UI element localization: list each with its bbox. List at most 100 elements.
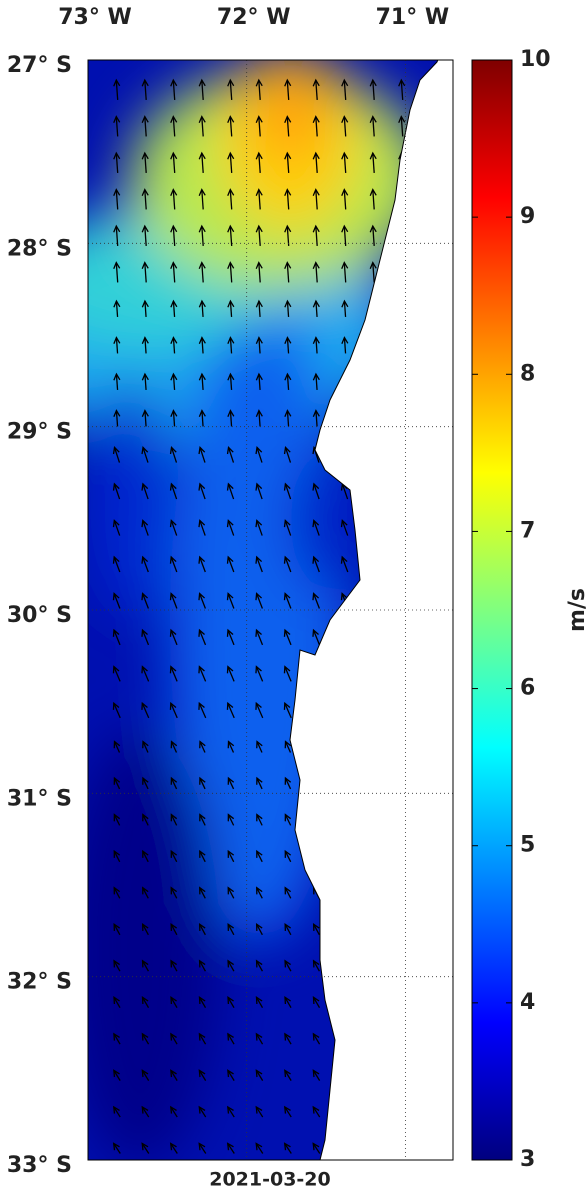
arrow-head bbox=[227, 959, 234, 968]
arrow-head bbox=[284, 151, 292, 160]
wind-arrow bbox=[198, 1105, 207, 1118]
wind-arrow bbox=[227, 996, 235, 1009]
wind-arrow bbox=[141, 78, 149, 101]
arrow-head bbox=[198, 1069, 206, 1078]
arrow-shaft bbox=[113, 996, 121, 1009]
arrow-head bbox=[113, 1105, 120, 1114]
arrow-shaft bbox=[170, 887, 178, 899]
arrow-head bbox=[283, 446, 291, 455]
arrow-shaft bbox=[170, 741, 178, 753]
arrow-head bbox=[170, 996, 177, 1005]
arrow-head bbox=[227, 1032, 234, 1041]
wind-arrow bbox=[255, 922, 263, 936]
wind-arrow bbox=[199, 886, 206, 899]
arrow-shaft bbox=[370, 1180, 377, 1188]
wind-arrow bbox=[368, 1178, 380, 1188]
arrow-head bbox=[198, 115, 206, 123]
arrow-shaft bbox=[286, 189, 290, 210]
arrow-head bbox=[256, 740, 263, 749]
arrow-shaft bbox=[313, 520, 320, 536]
arrow-head bbox=[141, 1032, 149, 1041]
wind-arrow bbox=[169, 482, 178, 500]
arrow-shaft bbox=[258, 373, 261, 391]
arrow-head bbox=[255, 922, 263, 931]
y-tick-label: 30° S bbox=[7, 603, 72, 628]
colorbar-tick-label: 4 bbox=[520, 990, 535, 1015]
arrow-shaft bbox=[227, 850, 235, 863]
arrow-head bbox=[198, 336, 206, 344]
arrow-shaft bbox=[113, 1106, 121, 1118]
arrow-shaft bbox=[315, 152, 318, 174]
arrow-head bbox=[256, 776, 263, 785]
wind-arrow bbox=[141, 151, 149, 174]
wind-arrow bbox=[227, 886, 235, 899]
wind-arrow bbox=[141, 446, 149, 463]
wind-arrow bbox=[168, 1178, 180, 1188]
arrow-head bbox=[141, 188, 149, 196]
x-tick-label: 73° W bbox=[58, 5, 132, 30]
arrow-head bbox=[312, 261, 320, 269]
arrow-head bbox=[227, 1105, 234, 1114]
arrow-head bbox=[198, 78, 206, 87]
wind-arrow bbox=[283, 592, 292, 609]
arrow-head bbox=[198, 996, 206, 1005]
arrow-head bbox=[113, 224, 121, 233]
arrow-head bbox=[112, 482, 120, 491]
arrow-shaft bbox=[315, 116, 318, 137]
arrow-head bbox=[255, 519, 263, 528]
arrow-head bbox=[255, 224, 263, 233]
arrow-head bbox=[256, 813, 263, 822]
arrow-shaft bbox=[315, 337, 318, 354]
wind-arrow bbox=[227, 740, 235, 753]
wind-arrow bbox=[398, 115, 406, 137]
arrow-head bbox=[141, 592, 149, 601]
arrow-head bbox=[284, 261, 292, 269]
arrow-shaft bbox=[172, 189, 176, 210]
arrow-shaft bbox=[199, 850, 206, 863]
arrow-shaft bbox=[229, 410, 233, 427]
arrow-head bbox=[141, 628, 148, 637]
wind-arrow bbox=[255, 996, 264, 1009]
wind-arrow bbox=[425, 1178, 437, 1188]
arrow-shaft bbox=[315, 300, 318, 318]
arrow-head bbox=[169, 519, 177, 528]
wind-arrow bbox=[113, 922, 121, 936]
arrow-head bbox=[227, 740, 235, 749]
arrow-head bbox=[169, 592, 177, 601]
arrow-shaft bbox=[227, 814, 235, 826]
arrow-head bbox=[198, 628, 205, 637]
arrow-shaft bbox=[258, 152, 261, 174]
arrow-head bbox=[226, 665, 234, 674]
wind-arrow bbox=[198, 922, 206, 936]
arrow-head bbox=[142, 740, 149, 749]
arrow-shaft bbox=[172, 410, 176, 427]
wind-arrow bbox=[141, 959, 149, 972]
wind-arrow bbox=[198, 592, 206, 609]
arrow-head bbox=[312, 78, 320, 87]
arrow-head bbox=[169, 628, 177, 637]
arrow-shaft bbox=[284, 777, 292, 790]
arrow-shaft bbox=[113, 777, 121, 790]
arrow-shaft bbox=[284, 923, 292, 936]
arrow-head bbox=[284, 922, 292, 931]
arrow-shaft bbox=[201, 152, 204, 174]
arrow-shaft bbox=[201, 116, 204, 137]
arrow-shaft bbox=[342, 1180, 349, 1188]
arrow-shaft bbox=[284, 1070, 292, 1081]
wind-arrow bbox=[227, 409, 235, 427]
arrow-shaft bbox=[313, 483, 320, 500]
wind-arrow bbox=[142, 740, 149, 753]
wind-arrow bbox=[198, 336, 206, 354]
colorbar-label: m/s bbox=[565, 588, 588, 632]
wind-arrow bbox=[312, 592, 320, 609]
arrow-shaft bbox=[343, 189, 347, 210]
arrow-shaft bbox=[284, 1106, 292, 1118]
arrow-shaft bbox=[227, 1033, 235, 1045]
arrow-shaft bbox=[141, 666, 150, 682]
arrow-head bbox=[141, 409, 149, 417]
arrow-shaft bbox=[284, 666, 292, 682]
wind-arrow bbox=[341, 261, 349, 283]
arrow-shaft bbox=[258, 300, 261, 318]
arrow-head bbox=[312, 1142, 320, 1151]
arrow-shaft bbox=[315, 189, 318, 210]
